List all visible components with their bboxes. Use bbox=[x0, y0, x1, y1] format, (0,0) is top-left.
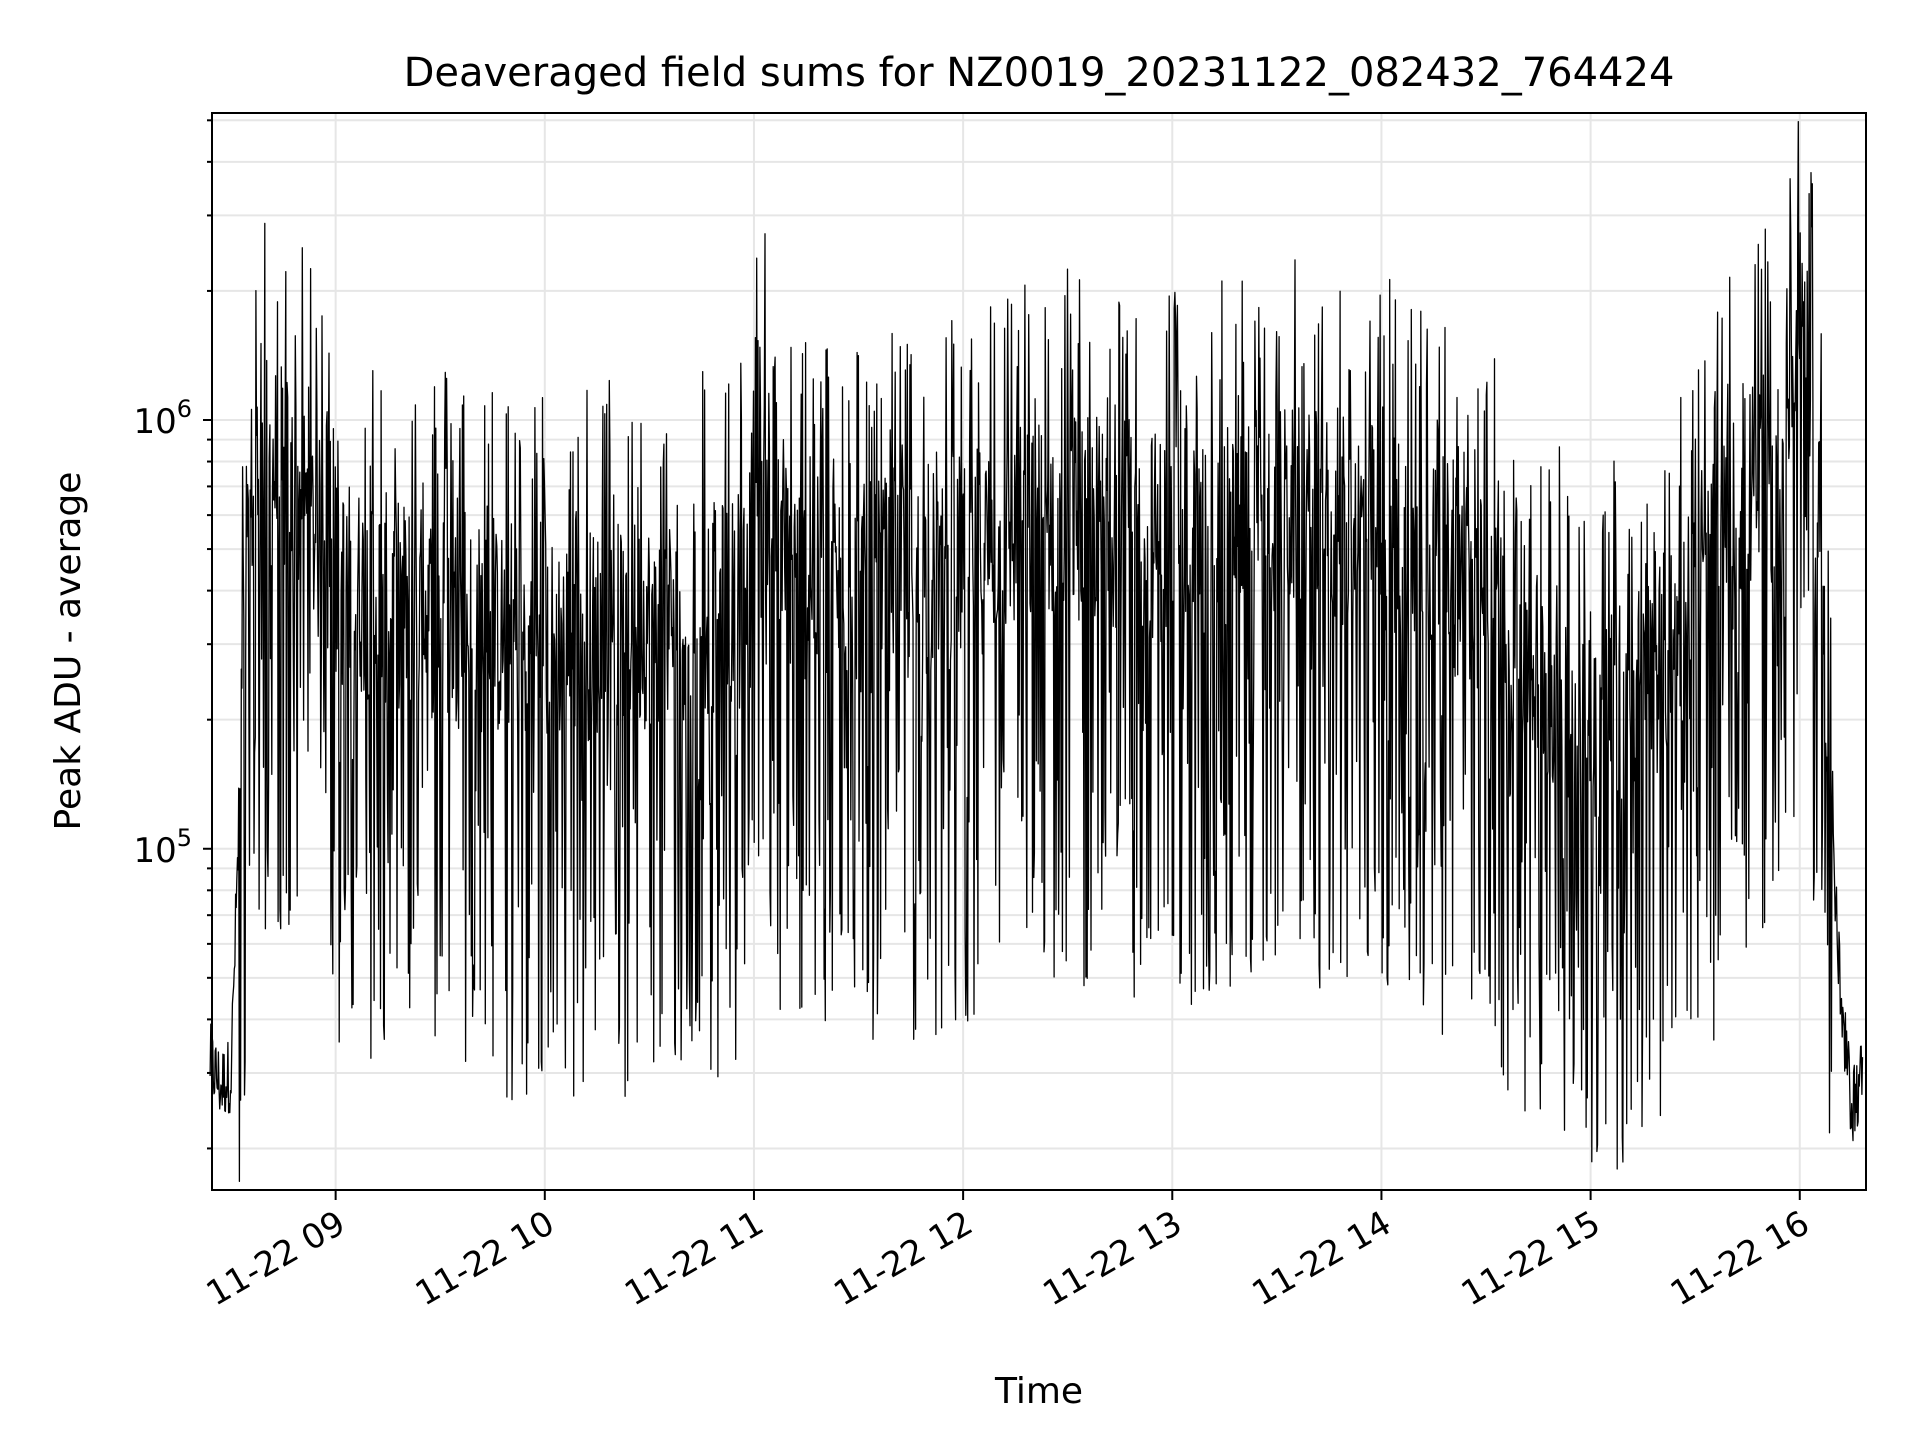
y-tick-label: 105 bbox=[133, 824, 192, 871]
tick-marks bbox=[203, 119, 1801, 1200]
y-axis-label: Peak ADU - average bbox=[48, 472, 89, 831]
y-tick-label: 106 bbox=[133, 395, 192, 442]
chart-title: Deaveraged field sums for NZ0019_2023112… bbox=[404, 50, 1675, 96]
data-layer bbox=[209, 120, 1864, 1183]
y-tick-labels: 105 106 bbox=[133, 395, 192, 871]
axes-frame bbox=[211, 112, 1867, 1191]
x-axis-label: Time bbox=[994, 1371, 1083, 1412]
series-line bbox=[209, 120, 1864, 1183]
